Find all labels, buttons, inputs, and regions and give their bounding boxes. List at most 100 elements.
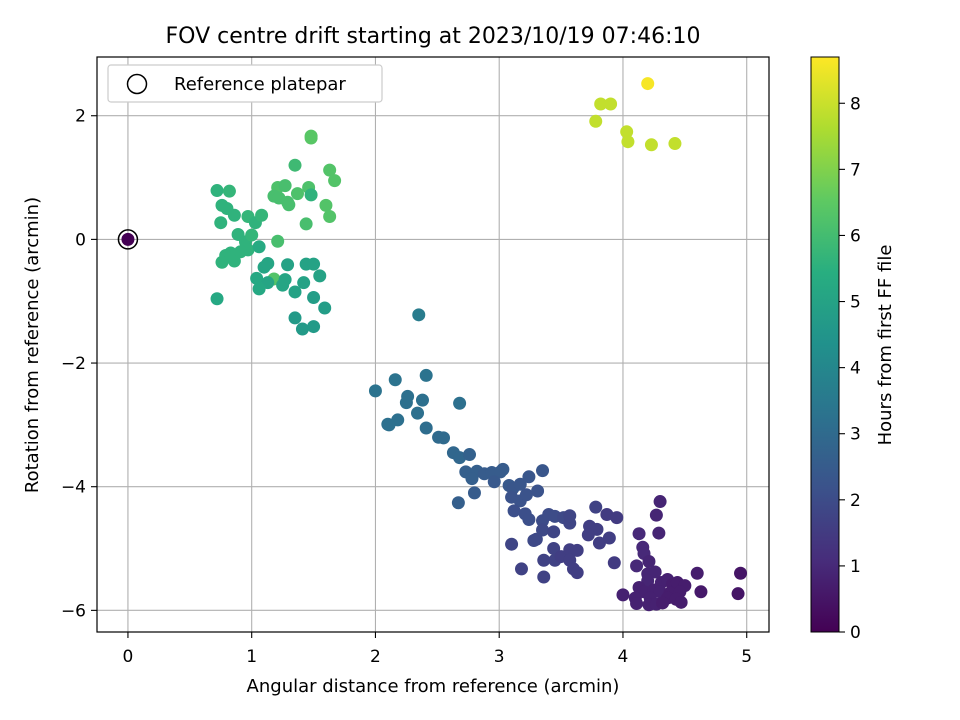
data-point [227,208,241,222]
data-point [245,228,259,242]
data-point [307,291,321,305]
data-point [210,184,224,198]
data-point [210,292,224,306]
data-point [537,553,551,567]
data-point [536,523,550,537]
colorbar-tick-label: 0 [850,623,861,643]
colorbar-tick-label: 2 [850,491,861,511]
data-point [648,565,662,579]
data-point [412,308,426,322]
colorbar-tick-label: 8 [850,94,861,114]
data-point [214,216,228,230]
y-axis-label: Rotation from reference (arcmin) [22,197,43,493]
data-point [536,464,550,478]
colorbar-label: Hours from first FF file [875,245,896,446]
data-point [323,210,337,224]
data-point [382,418,396,432]
data-point [271,234,285,248]
data-point [507,504,521,518]
data-point [602,531,616,545]
data-point [487,475,501,489]
data-point [295,322,309,336]
data-point [514,562,528,576]
data-point [453,396,467,410]
data-point [505,537,519,551]
data-point [563,509,577,523]
colorbar-tick-label: 6 [850,226,861,246]
reference-point-fill [121,232,135,246]
data-point [630,559,644,573]
data-point [513,477,527,491]
data-point [570,543,584,557]
x-tick-label: 4 [618,647,629,667]
data-point [368,384,382,398]
data-point [463,448,477,462]
data-point [215,255,229,269]
data-point [589,500,603,514]
legend-entry-reference-platepar: Reference platepar [174,74,346,95]
data-point [581,528,595,542]
x-tick-label: 0 [123,647,134,667]
data-point [288,285,302,299]
data-point [451,496,465,510]
data-point [621,135,635,149]
data-point [281,258,295,272]
data-point [307,320,321,334]
data-point [656,596,670,610]
data-point [731,587,745,601]
data-point [419,368,433,382]
plot-frame [96,56,770,633]
data-point [252,282,266,296]
data-point [547,525,561,539]
data-point [493,465,507,479]
data-point [607,556,621,570]
data-point [616,588,630,602]
data-point [388,373,402,387]
data-point [465,472,479,486]
data-point [288,158,302,172]
data-point [604,97,618,111]
y-tick-label: −2 [61,354,86,374]
colorbar-tick-label: 5 [850,293,861,313]
data-point [644,138,658,152]
data-point [620,125,634,139]
colorbar-tick-label: 7 [850,160,861,180]
data-point [304,131,318,145]
data-point [227,254,241,268]
data-point [313,269,327,283]
data-point [222,184,236,198]
data-point [653,495,667,509]
data-point [531,484,545,498]
y-axis-ticks: −6 −4 −2 0 2 [61,107,97,621]
data-point [328,174,342,188]
data-point [304,188,318,202]
colorbar-tick-label: 4 [850,359,861,379]
data-point [282,198,296,212]
y-tick-label: 0 [75,230,86,250]
data-point [437,431,451,445]
colorbar-ticks: 0 1 2 3 4 5 6 7 8 [839,94,861,643]
data-point [694,585,708,599]
data-point [519,488,533,502]
data-point [297,276,311,290]
x-axis-label: Angular distance from reference (arcmin) [247,676,620,697]
data-point [674,595,688,609]
data-point [453,451,467,465]
data-point [278,179,292,193]
data-point [318,301,332,315]
data-point [288,311,302,325]
data-point [261,257,275,271]
data-point [632,527,646,541]
chart-title: FOV centre drift starting at 2023/10/19 … [166,24,701,49]
x-tick-label: 5 [741,647,752,667]
data-point [411,406,425,420]
data-point [641,77,655,91]
data-point [323,163,337,177]
data-point [299,217,313,231]
data-points [210,77,748,612]
y-tick-label: 2 [75,107,86,127]
data-point [734,566,748,580]
x-tick-label: 1 [246,647,257,667]
data-point [589,114,603,128]
